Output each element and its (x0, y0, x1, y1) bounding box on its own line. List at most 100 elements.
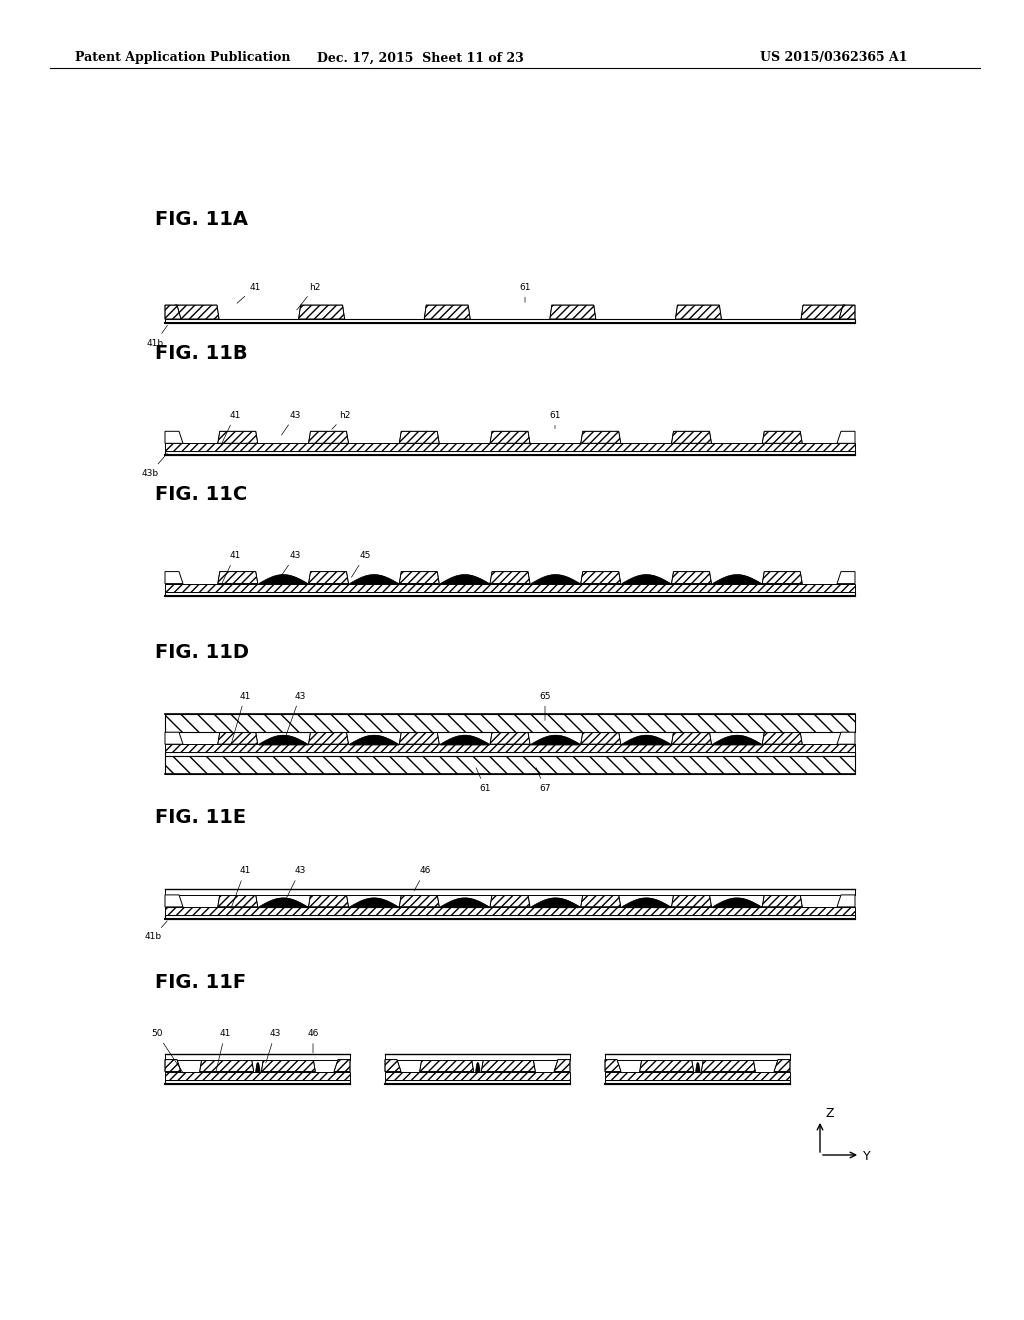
Text: 43: 43 (266, 1030, 281, 1063)
Text: 43: 43 (287, 866, 306, 899)
Text: 43: 43 (282, 552, 301, 576)
Text: 41: 41 (221, 411, 241, 445)
Text: 41b: 41b (146, 325, 167, 347)
Polygon shape (490, 572, 530, 583)
Polygon shape (490, 432, 530, 444)
Polygon shape (165, 432, 183, 444)
Polygon shape (420, 1060, 474, 1072)
Bar (385, 1053, 570, 1060)
Polygon shape (701, 1060, 756, 1072)
Text: FIG. 11C: FIG. 11C (155, 484, 247, 504)
Text: 61: 61 (519, 282, 530, 302)
Polygon shape (308, 733, 348, 744)
Text: 43: 43 (286, 692, 306, 735)
Polygon shape (385, 1060, 401, 1072)
Polygon shape (672, 572, 712, 583)
Polygon shape (774, 1060, 790, 1072)
Bar (165, 756, 855, 775)
Polygon shape (200, 1060, 254, 1072)
Bar (605, 1080, 790, 1084)
Text: 41: 41 (238, 282, 261, 304)
Polygon shape (762, 733, 802, 744)
Text: FIG. 11F: FIG. 11F (155, 973, 246, 991)
Text: 45: 45 (351, 552, 371, 577)
Bar (605, 1072, 790, 1080)
Polygon shape (672, 733, 712, 744)
Polygon shape (308, 895, 348, 907)
Bar (165, 444, 855, 451)
Text: 41: 41 (221, 552, 241, 585)
Text: Dec. 17, 2015  Sheet 11 of 23: Dec. 17, 2015 Sheet 11 of 23 (316, 51, 523, 65)
Bar (165, 591, 855, 595)
Bar (165, 451, 855, 455)
Bar (385, 1080, 570, 1084)
Polygon shape (672, 895, 712, 907)
Polygon shape (399, 572, 439, 583)
Text: FIG. 11D: FIG. 11D (155, 643, 249, 663)
Polygon shape (581, 572, 621, 583)
Polygon shape (837, 432, 855, 444)
Polygon shape (550, 305, 596, 319)
Polygon shape (554, 1060, 570, 1072)
Bar (165, 752, 855, 756)
Polygon shape (399, 432, 439, 444)
Bar (165, 319, 855, 323)
Text: 67: 67 (537, 768, 551, 793)
Text: h2: h2 (297, 282, 321, 310)
Polygon shape (839, 305, 855, 319)
Text: Z: Z (825, 1107, 834, 1119)
Polygon shape (399, 895, 439, 907)
Text: Y: Y (863, 1150, 870, 1163)
Polygon shape (490, 733, 530, 744)
Polygon shape (676, 305, 721, 319)
Bar (385, 1072, 570, 1080)
Polygon shape (334, 1060, 350, 1072)
Polygon shape (218, 895, 258, 907)
Text: 41: 41 (231, 866, 251, 908)
Polygon shape (762, 572, 802, 583)
Polygon shape (165, 572, 183, 583)
Polygon shape (299, 305, 345, 319)
Polygon shape (801, 305, 847, 319)
Polygon shape (762, 895, 802, 907)
Polygon shape (605, 1060, 621, 1072)
Polygon shape (308, 572, 348, 583)
Text: 41: 41 (216, 1030, 230, 1073)
Polygon shape (581, 895, 621, 907)
Polygon shape (762, 432, 802, 444)
Polygon shape (490, 895, 530, 907)
Bar (165, 714, 855, 733)
Bar (165, 1072, 350, 1080)
Polygon shape (424, 305, 470, 319)
Text: 41: 41 (230, 692, 251, 746)
Text: 50: 50 (152, 1030, 183, 1073)
Text: 43b: 43b (141, 453, 167, 478)
Polygon shape (165, 1060, 181, 1072)
Text: 61: 61 (476, 768, 490, 793)
Polygon shape (218, 733, 258, 744)
Polygon shape (672, 432, 712, 444)
Text: FIG. 11B: FIG. 11B (155, 345, 248, 363)
Text: 46: 46 (415, 866, 431, 891)
Polygon shape (640, 1060, 693, 1072)
Bar (165, 907, 855, 915)
Text: 46: 46 (307, 1030, 318, 1053)
Bar (165, 1080, 350, 1084)
Text: Patent Application Publication: Patent Application Publication (75, 51, 291, 65)
Polygon shape (837, 572, 855, 583)
Bar (165, 583, 855, 591)
Polygon shape (218, 432, 258, 444)
Polygon shape (581, 733, 621, 744)
Polygon shape (581, 432, 621, 444)
Text: FIG. 11A: FIG. 11A (155, 210, 248, 230)
Bar (165, 1053, 350, 1060)
Bar (165, 915, 855, 919)
Polygon shape (837, 895, 855, 907)
Bar (165, 888, 855, 895)
Polygon shape (165, 305, 181, 319)
Polygon shape (173, 305, 219, 319)
Bar (605, 1053, 790, 1060)
Polygon shape (218, 572, 258, 583)
Text: 43: 43 (282, 411, 301, 436)
Text: 61: 61 (549, 411, 561, 429)
